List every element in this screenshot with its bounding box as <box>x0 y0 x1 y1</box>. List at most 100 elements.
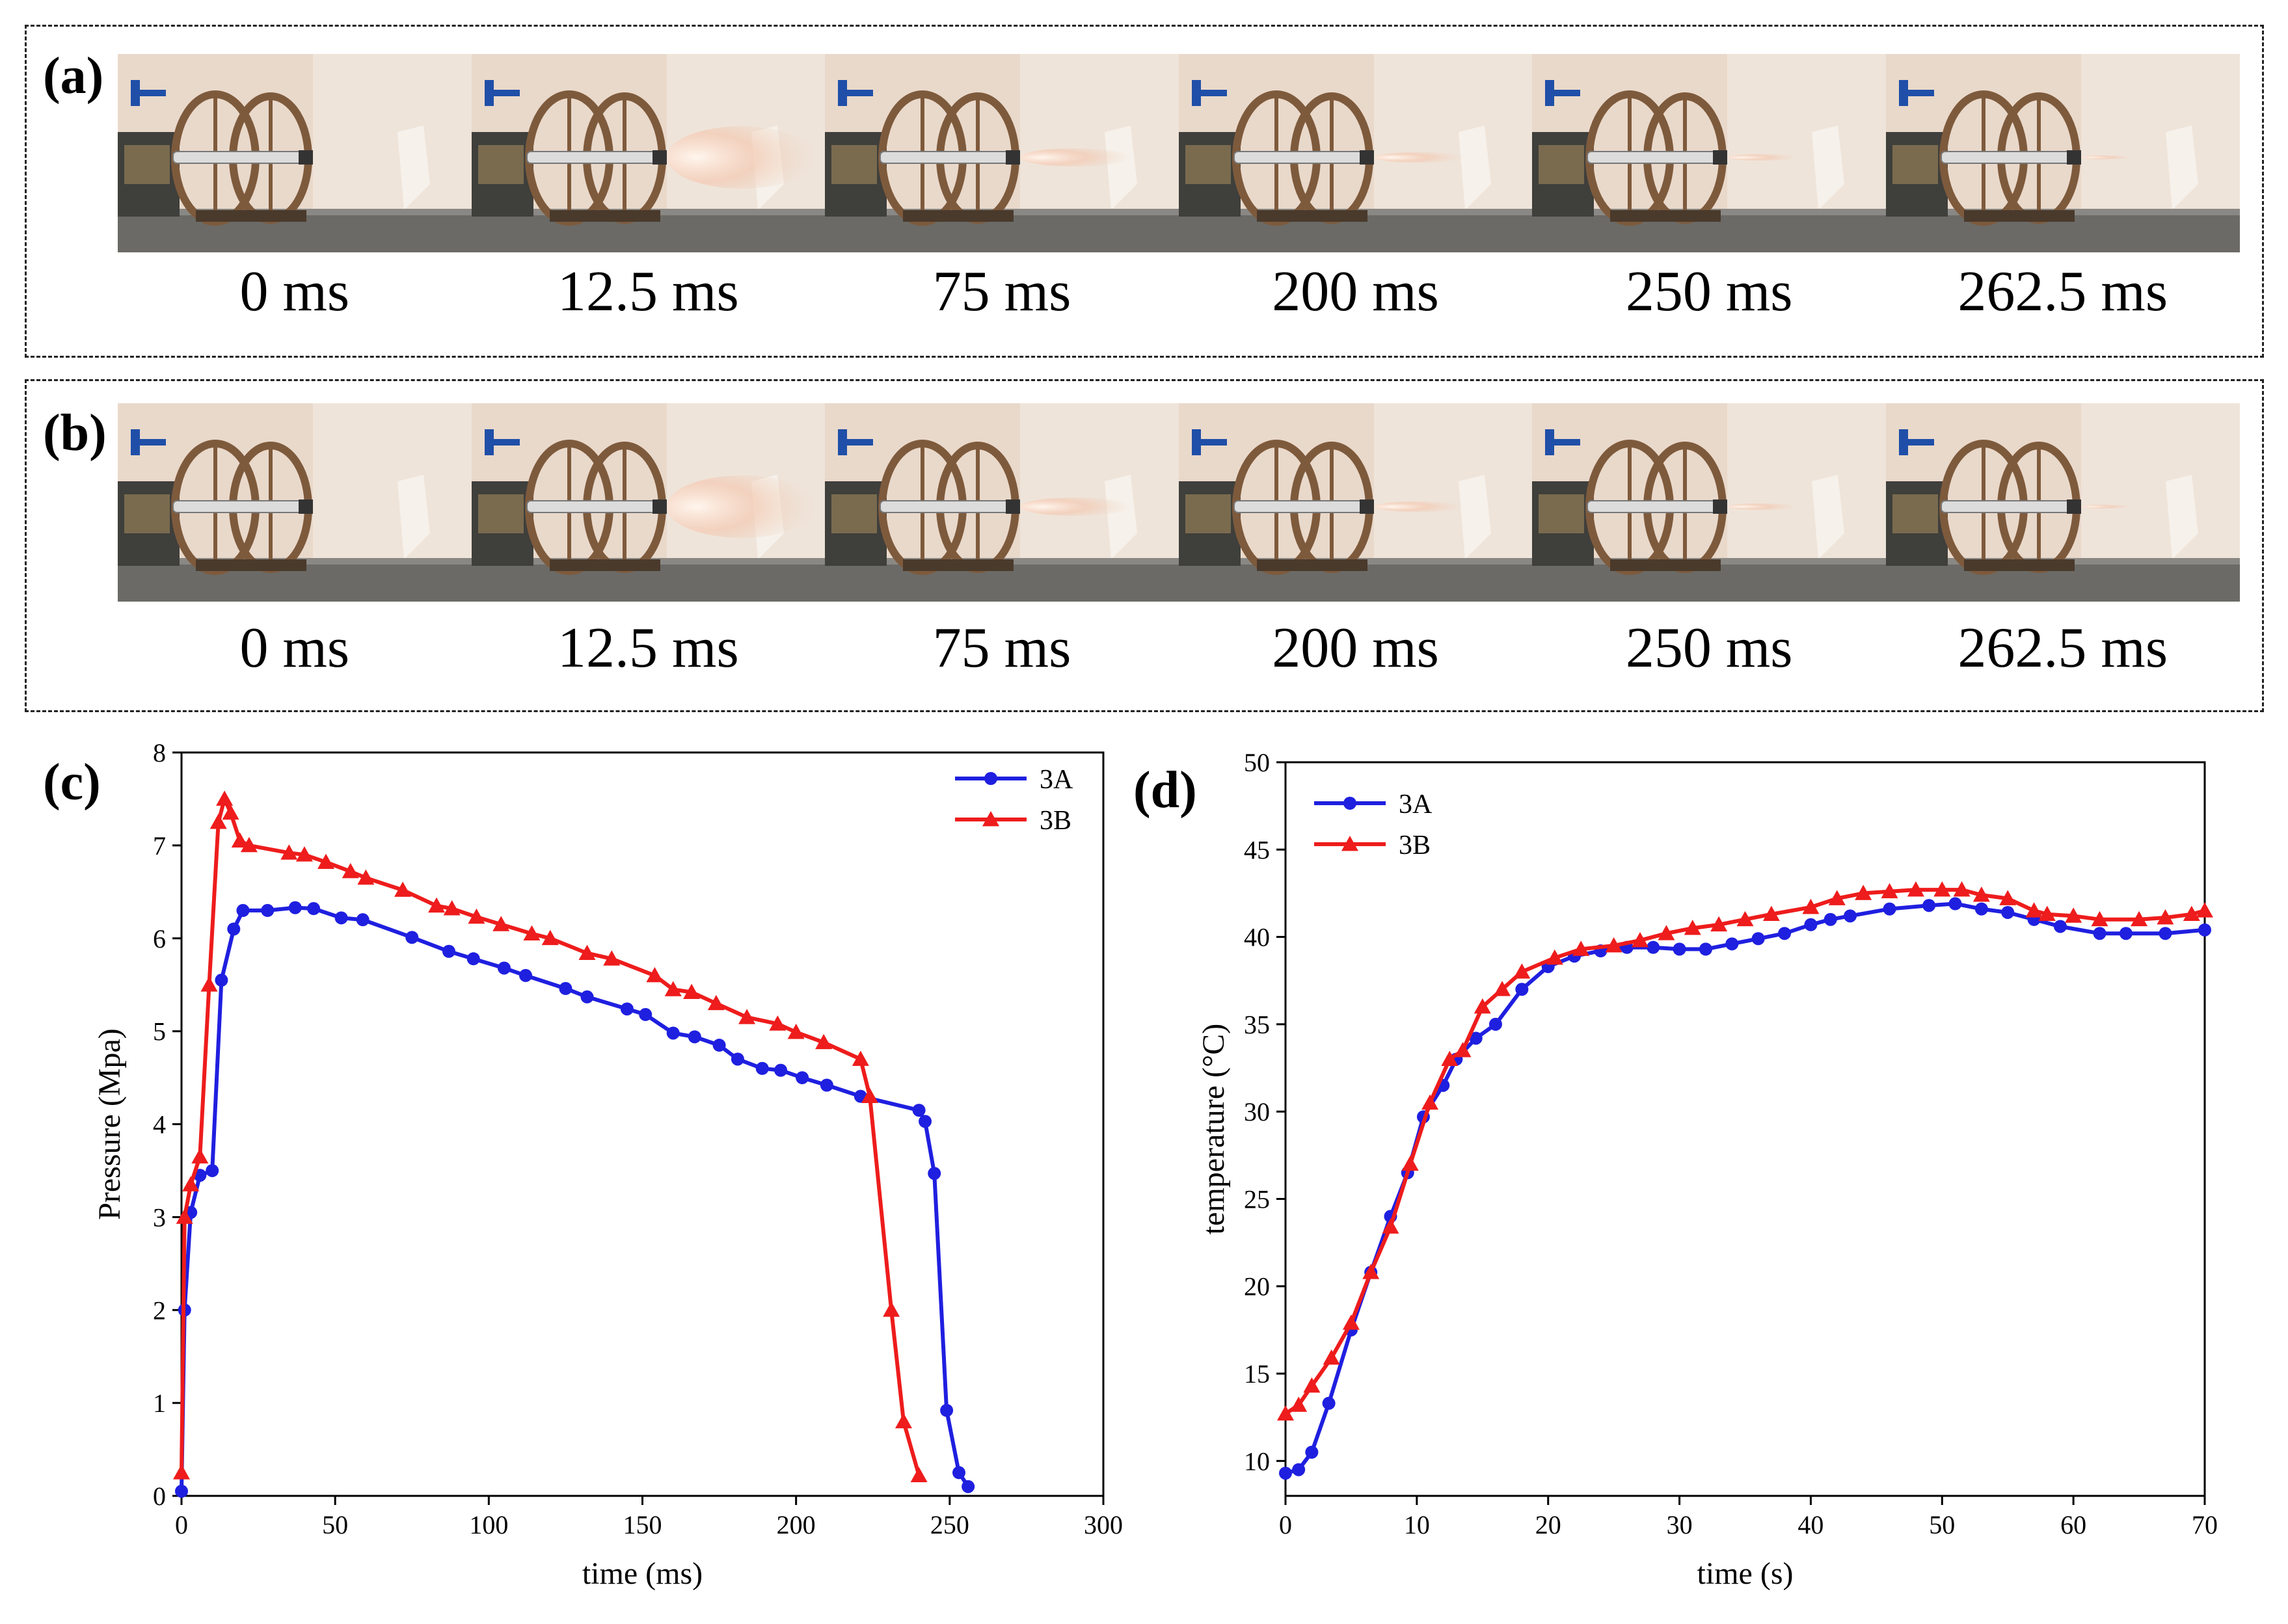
temperature-x-tick-label: 70 <box>2192 1510 2218 1539</box>
temperature-series-3A-point <box>1515 983 1529 996</box>
pressure-legend-marker <box>982 811 999 827</box>
temperature-x-tick-label: 0 <box>1279 1510 1292 1539</box>
test-photo <box>1178 403 1533 602</box>
temperature-series-3B-point <box>2038 905 2056 922</box>
pressure-series-3A-point <box>288 901 302 914</box>
test-photo <box>1885 403 2240 602</box>
test-photo <box>825 403 1179 602</box>
temperature-legend-label: 3A <box>1399 790 1433 819</box>
pressure-series-3B-point <box>176 1208 193 1224</box>
panel-d-label: (d) <box>1133 762 1197 819</box>
test-photo <box>1178 54 1533 252</box>
motor-test-photo <box>1532 54 1886 252</box>
temperature-series-3A-point <box>1751 932 1765 946</box>
temperature-series-3B-point <box>1546 949 1563 965</box>
pressure-series-3A-point <box>215 974 228 987</box>
pressure-series-3A-point <box>688 1030 701 1044</box>
pressure-series-3A-point <box>940 1404 954 1417</box>
pressure-series-3A-point <box>620 1002 634 1016</box>
pressure-series-3A-point <box>580 990 594 1004</box>
temperature-series-3A-point <box>1778 927 1792 940</box>
temperature-series-3A-point <box>2119 927 2133 940</box>
temperature-series-3A-point <box>1922 899 1936 912</box>
pressure-series-3A-point <box>755 1061 769 1075</box>
pressure-series-3B-point <box>443 900 461 916</box>
test-photo <box>1885 54 2240 252</box>
temperature-series-3A-point <box>1725 937 1739 951</box>
pressure-series-3B-point <box>280 844 298 860</box>
panel-a-time-label: 75 ms <box>932 260 1071 323</box>
temperature-y-tick-label: 15 <box>1244 1359 1270 1389</box>
pressure-x-tick-label: 250 <box>930 1510 969 1539</box>
test-photo <box>1532 54 1886 252</box>
pressure-y-tick-label: 8 <box>153 738 166 767</box>
temperature-series-3B-line <box>1284 888 2205 1416</box>
pressure-series-3B-point <box>603 950 621 966</box>
temperature-series-3B-point <box>1605 937 1622 953</box>
temperature-y-tick-label: 25 <box>1244 1184 1270 1214</box>
temperature-series-3A-point <box>2053 920 2067 933</box>
pressure-series-3B-point <box>182 1176 200 1191</box>
panel-a-photo-strip <box>118 54 2240 252</box>
temperature-series-3B-point <box>1494 981 1511 996</box>
temperature-series-3A-point <box>1804 918 1818 931</box>
test-photo <box>471 54 826 252</box>
panel-b-frame <box>25 379 2264 712</box>
pressure-series-3A-point <box>405 931 419 944</box>
temperature-series-3A-point <box>1673 942 1686 956</box>
test-photo <box>118 403 472 602</box>
pressure-series-3A-point <box>497 961 511 975</box>
temperature-series-3B-point <box>1907 881 1924 897</box>
pressure-x-tick-label: 200 <box>777 1510 816 1539</box>
temperature-y-tick-label: 45 <box>1244 835 1270 864</box>
panel-b-time-label: 200 ms <box>1272 617 1439 680</box>
temperature-series-3A-point <box>2198 923 2211 937</box>
motor-test-photo <box>1532 403 1886 602</box>
pressure-series-3B-point <box>428 897 446 913</box>
pressure-series-3B-point <box>523 925 541 941</box>
pressure-series-3A-point <box>334 911 348 925</box>
temperature-series-3A-point <box>2093 927 2106 940</box>
pressure-series-3B-point <box>317 853 334 869</box>
temperature-series-3A-point <box>1279 1467 1292 1480</box>
temperature-series-3B-point <box>1972 886 1990 902</box>
pressure-y-axis-label: Pressure (Mpa) <box>92 1028 127 1220</box>
temperature-series-3B-point <box>2025 902 2043 918</box>
panel-a-time-label: 0 ms <box>239 260 350 323</box>
temperature-x-tick-label: 60 <box>2060 1510 2086 1539</box>
pressure-y-tick-label: 4 <box>153 1110 166 1139</box>
temperature-series-3B-point <box>1362 1264 1380 1279</box>
motor-test-photo <box>1178 403 1533 602</box>
temperature-series-3B-point <box>1441 1050 1459 1066</box>
pressure-series-3B-point <box>683 983 701 1000</box>
pressure-series-3A-point <box>952 1466 966 1480</box>
pressure-series-3B-point <box>707 994 725 1011</box>
panel-a-time-label: 250 ms <box>1625 260 1793 323</box>
temperature-series-3B-point <box>1933 881 1951 897</box>
panel-a-time-label: 12.5 ms <box>558 260 739 323</box>
panel-a-time-labels: 0 ms 12.5 ms 75 ms 200 ms 250 ms 262.5 m… <box>118 263 2240 321</box>
pressure-series-3B-point <box>173 1464 190 1480</box>
pressure-series-3A-point <box>356 913 370 927</box>
pressure-x-tick-label: 150 <box>623 1510 662 1539</box>
panel-b-time-label: 12.5 ms <box>558 617 739 680</box>
pressure-series-3B-point <box>240 836 258 853</box>
pressure-y-tick-label: 1 <box>153 1389 166 1418</box>
pressure-y-tick-label: 2 <box>153 1296 166 1325</box>
pressure-series-3A-point <box>639 1007 653 1021</box>
temperature-legend-marker <box>1341 836 1358 851</box>
temperature-y-axis-label: temperature (°C) <box>1196 1024 1231 1234</box>
motor-test-photo <box>1178 54 1533 252</box>
pressure-series-3B-point <box>646 966 664 983</box>
pressure-series-3A-point <box>442 944 455 958</box>
pressure-series-3B-point <box>541 929 559 946</box>
pressure-series-3A-point <box>796 1071 809 1085</box>
pressure-series-3B-point <box>910 1467 928 1482</box>
temperature-series-3A-point <box>1292 1463 1306 1476</box>
pressure-series-3B-point <box>787 1024 805 1039</box>
pressure-series-3B-point <box>295 846 313 862</box>
temperature-series-3B-point <box>1855 885 1872 900</box>
temperature-series-3B-point <box>1342 1314 1360 1330</box>
panel-a-time-label: 262.5 ms <box>1958 260 2168 323</box>
pressure-series-3A-line <box>180 905 970 1491</box>
